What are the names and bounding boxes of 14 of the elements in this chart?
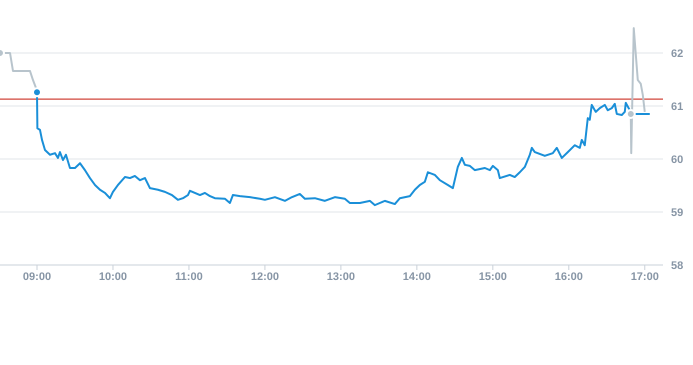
y-tick-label: 58 [671, 260, 684, 272]
y-tick-label: 62 [671, 48, 684, 60]
x-tick-label: 13:00 [326, 270, 355, 283]
x-tick-label: 15:00 [478, 270, 507, 283]
x-tick-label: 16:00 [554, 270, 583, 283]
x-tick-label: 10:00 [98, 270, 128, 283]
x-tick-label: 09:00 [22, 270, 52, 283]
x-tick-label: 12:00 [250, 270, 279, 283]
x-tick-label: 14:00 [402, 270, 431, 283]
y-tick-label: 59 [671, 206, 684, 219]
x-tick-label: 17:00 [630, 270, 659, 283]
y-tick-label: 61 [671, 100, 684, 113]
y-tick-label: 60 [671, 154, 684, 166]
x-tick-label: 11:00 [175, 270, 203, 283]
